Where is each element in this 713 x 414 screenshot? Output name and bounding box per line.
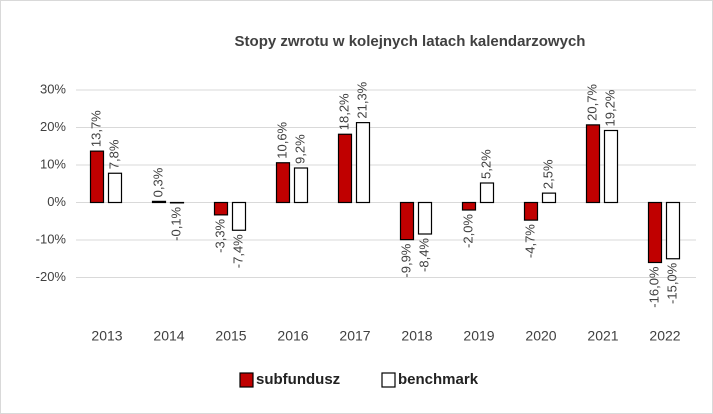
- data-label: -2,0%: [460, 214, 475, 248]
- bar: [107, 172, 123, 204]
- bar: [479, 182, 495, 204]
- x-tick-label: 2017: [339, 328, 370, 344]
- legend-swatch: [239, 372, 254, 388]
- data-label: -9,9%: [398, 243, 413, 277]
- legend-label: benchmark: [398, 371, 479, 388]
- chart-title: Stopy zwrotu w kolejnych latach kalendar…: [235, 33, 586, 50]
- data-label: -16,0%: [646, 266, 661, 308]
- x-tick-label: 2021: [587, 328, 618, 344]
- data-label: 5,2%: [478, 149, 493, 179]
- bar: [355, 122, 371, 204]
- x-tick-label: 2022: [649, 328, 680, 344]
- data-label: -4,7%: [522, 224, 537, 258]
- data-label: 10,6%: [274, 121, 289, 158]
- x-tick-label: 2019: [463, 328, 494, 344]
- data-label: -0,1%: [168, 206, 183, 240]
- data-label: -7,4%: [230, 234, 245, 268]
- bar: [665, 201, 681, 260]
- bar: [541, 192, 557, 204]
- bar: [647, 201, 663, 264]
- x-tick-label: 2018: [401, 328, 432, 344]
- data-label: 0,3%: [150, 167, 165, 197]
- x-tick-label: 2015: [215, 328, 246, 344]
- y-tick-label: -20%: [36, 269, 67, 284]
- data-label: 13,7%: [88, 110, 103, 147]
- bar: [603, 129, 619, 204]
- bar: [293, 167, 309, 204]
- x-tick-label: 2020: [525, 328, 556, 344]
- bar: [337, 133, 353, 204]
- data-label: -15,0%: [664, 262, 679, 304]
- x-tick-label: 2016: [277, 328, 308, 344]
- bar: [151, 200, 167, 204]
- x-tick-label: 2013: [91, 328, 122, 344]
- y-tick-label: -10%: [36, 231, 67, 246]
- y-tick-label: 0%: [47, 194, 66, 209]
- bar: [523, 201, 539, 221]
- bar: [231, 201, 247, 231]
- y-tick-label: 20%: [40, 119, 66, 134]
- y-tick-label: 30%: [40, 81, 66, 96]
- data-label: 7,8%: [106, 139, 121, 169]
- bar: [89, 150, 105, 204]
- legend-label: subfundusz: [256, 371, 340, 388]
- data-label: 18,2%: [336, 93, 351, 130]
- data-label: 21,3%: [354, 81, 369, 118]
- x-tick-label: 2014: [153, 328, 184, 344]
- bar: [417, 201, 433, 235]
- bar: [585, 124, 601, 204]
- bar: [213, 201, 229, 216]
- legend-swatch: [381, 372, 396, 388]
- y-tick-label: 10%: [40, 156, 66, 171]
- data-label: -8,4%: [416, 238, 431, 272]
- bar: [275, 162, 291, 204]
- data-label: -3,3%: [212, 218, 227, 252]
- data-label: 19,2%: [602, 89, 617, 126]
- data-label: 9,2%: [292, 134, 307, 164]
- data-label: 2,5%: [540, 159, 555, 189]
- data-label: 20,7%: [584, 84, 599, 121]
- bar: [399, 201, 415, 241]
- bar: [461, 201, 477, 211]
